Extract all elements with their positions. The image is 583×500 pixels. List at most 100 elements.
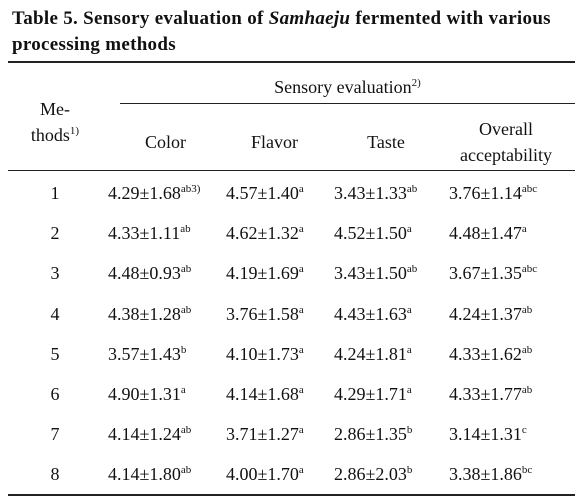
cell-value: 3.43±1.33 bbox=[334, 183, 407, 203]
superscript: ab bbox=[180, 263, 192, 276]
value-cell: 4.19±1.69a bbox=[222, 262, 331, 284]
bottom-rule bbox=[8, 494, 575, 496]
superscript: ab bbox=[521, 303, 533, 316]
group-header: Sensory evaluation2) bbox=[120, 76, 575, 98]
superscript: ab bbox=[521, 343, 533, 356]
value-cell: 3.76±1.14abc bbox=[445, 182, 571, 204]
value-cell: 3.71±1.27a bbox=[222, 423, 331, 445]
cell-value: 4.10±1.73 bbox=[226, 343, 299, 364]
cell-value: 4.33±1.77 bbox=[449, 384, 522, 404]
value-cell: 4.62±1.32a bbox=[222, 222, 331, 244]
value-cell: 4.48±0.93ab bbox=[108, 262, 223, 284]
value-cell: 3.14±1.31c bbox=[445, 423, 571, 445]
value-cell: 4.14±1.24ab bbox=[108, 423, 223, 445]
table-title: Table 5. Sensory evaluation of Samhaeju … bbox=[12, 6, 572, 58]
cell-value: 4.14±1.68 bbox=[226, 384, 299, 404]
superscript: a bbox=[298, 183, 304, 195]
value-cell: 3.38±1.86bc bbox=[445, 463, 571, 485]
cell-value: 4.24±1.81 bbox=[334, 343, 407, 364]
superscript: ab bbox=[180, 424, 192, 437]
method-cell: 1 bbox=[50, 183, 60, 203]
value-cell: 4.24±1.37ab bbox=[445, 303, 571, 325]
cell-value: 4.38±1.28 bbox=[108, 303, 181, 324]
value-cell: 4.52±1.50a bbox=[330, 222, 446, 244]
cell-value: 4.29±1.71 bbox=[334, 384, 407, 404]
cell-value: 4.14±1.24 bbox=[108, 424, 181, 445]
superscript: ab bbox=[180, 223, 191, 236]
superscript: a bbox=[298, 464, 304, 477]
value-cell: 4.29±1.71a bbox=[330, 383, 446, 405]
header-text: Me-thods bbox=[30, 99, 70, 145]
method-cell: 7 bbox=[50, 424, 60, 445]
cell-value: 3.71±1.27 bbox=[226, 424, 299, 445]
cell-value: 4.48±0.93 bbox=[108, 263, 181, 284]
title-italic: Samhaeju bbox=[268, 8, 351, 29]
superscript: bc bbox=[521, 464, 533, 477]
value-cell: 4.33±1.11ab bbox=[108, 222, 223, 244]
superscript: a bbox=[298, 263, 304, 276]
superscript: 1) bbox=[69, 125, 80, 137]
value-cell: 4.90±1.31a bbox=[108, 383, 223, 405]
methods-header: Me-thods1) bbox=[20, 96, 90, 148]
superscript: 2) bbox=[411, 77, 421, 89]
cell-value: 4.62±1.32 bbox=[226, 223, 299, 244]
superscript: ab bbox=[180, 303, 192, 316]
superscript: a bbox=[298, 303, 304, 316]
superscript: b bbox=[180, 343, 187, 356]
method-cell: 8 bbox=[50, 464, 60, 485]
cell-value: 2.86±2.03 bbox=[334, 464, 407, 485]
column-header: Color bbox=[144, 132, 186, 152]
method-cell: 3 bbox=[50, 263, 60, 284]
superscript: a bbox=[521, 223, 527, 236]
value-cell: 4.10±1.73a bbox=[222, 343, 331, 365]
value-cell: 3.43±1.33ab bbox=[330, 182, 446, 204]
value-cell: 4.48±1.47a bbox=[445, 222, 571, 244]
superscript: a bbox=[298, 424, 304, 437]
group-rule bbox=[120, 103, 575, 104]
value-cell: 4.33±1.62ab bbox=[445, 343, 571, 365]
superscript: ab bbox=[180, 464, 192, 477]
cell-value: 4.43±1.63 bbox=[334, 303, 407, 324]
cell-value: 3.14±1.31 bbox=[449, 424, 522, 445]
superscript: ab bbox=[406, 263, 418, 276]
cell-value: 4.90±1.31 bbox=[108, 384, 181, 404]
superscript: abc bbox=[521, 263, 538, 276]
superscript: b bbox=[406, 464, 413, 477]
superscript: abc bbox=[521, 183, 538, 195]
superscript: a bbox=[180, 384, 186, 396]
value-cell: 2.86±1.35b bbox=[330, 423, 446, 445]
value-cell: 4.00±1.70a bbox=[222, 463, 331, 485]
title-text: Table 5. Sensory evaluation of bbox=[12, 8, 264, 29]
title-text: fermented with various processing method… bbox=[12, 8, 551, 55]
value-cell: 4.38±1.28ab bbox=[108, 303, 223, 325]
method-cell: 6 bbox=[50, 384, 60, 404]
column-header: Overall acceptability bbox=[460, 119, 552, 165]
cell-value: 4.33±1.62 bbox=[449, 343, 522, 364]
value-cell: 4.14±1.68a bbox=[222, 383, 331, 405]
superscript: a bbox=[298, 384, 304, 396]
superscript: b bbox=[406, 424, 413, 437]
value-cell: 3.76±1.58a bbox=[222, 303, 331, 325]
method-cell: 4 bbox=[50, 303, 60, 324]
value-cell: 3.57±1.43b bbox=[108, 343, 223, 365]
value-cell: 2.86±2.03b bbox=[330, 463, 446, 485]
value-cell: 4.29±1.68ab3) bbox=[108, 182, 223, 204]
method-cell: 2 bbox=[50, 223, 60, 244]
column-header: Taste bbox=[367, 132, 405, 152]
cell-value: 4.57±1.40 bbox=[226, 183, 299, 203]
cell-value: 4.33±1.11 bbox=[108, 223, 181, 244]
superscript: ab bbox=[406, 183, 418, 195]
cell-value: 3.38±1.86 bbox=[449, 464, 522, 485]
value-cell: 4.33±1.77ab bbox=[445, 383, 571, 405]
superscript: c bbox=[521, 424, 527, 437]
value-cell: 4.14±1.80ab bbox=[108, 463, 223, 485]
value-cell: 4.24±1.81a bbox=[330, 343, 446, 365]
cell-value: 2.86±1.35 bbox=[334, 424, 407, 445]
cell-value: 4.48±1.47 bbox=[449, 223, 522, 244]
superscript: a bbox=[406, 343, 412, 356]
cell-value: 4.19±1.69 bbox=[226, 263, 299, 284]
cell-value: 4.29±1.68 bbox=[108, 183, 181, 203]
superscript: ab3) bbox=[180, 183, 201, 195]
cell-value: 4.00±1.70 bbox=[226, 464, 299, 485]
